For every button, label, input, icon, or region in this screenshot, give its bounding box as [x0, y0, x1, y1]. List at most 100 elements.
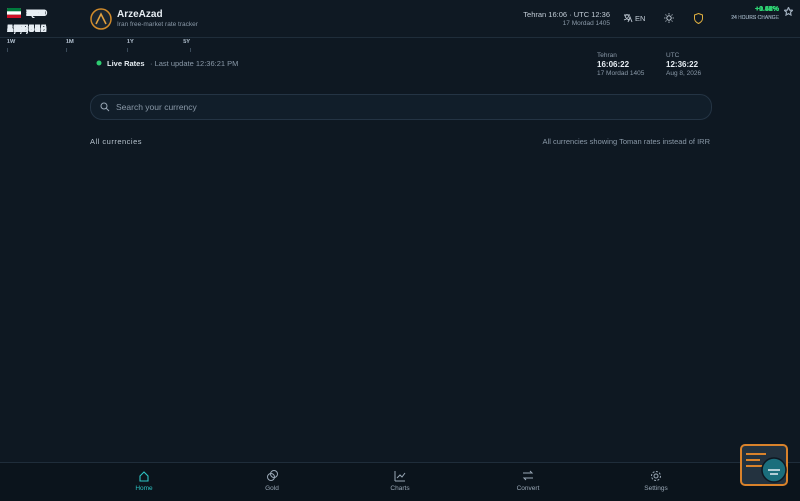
period-label[interactable]: 5Y [183, 39, 190, 45]
period-label[interactable]: 1Y [127, 39, 134, 45]
change-label: 24 HOURS CHANGE [731, 15, 779, 21]
period-label[interactable]: 5Y [183, 39, 190, 45]
period-label[interactable]: 1M [66, 39, 74, 45]
period-label[interactable]: 1M [66, 39, 74, 45]
period-label[interactable]: 1Y [127, 39, 134, 45]
period-label[interactable]: 1W [7, 39, 16, 45]
currency-rate: 4,120 [7, 23, 35, 35]
period-label[interactable]: 5Y [183, 39, 190, 45]
period-label[interactable]: 5Y [183, 39, 190, 45]
change-label: 24 HOURS CHANGE [731, 15, 779, 21]
period-label[interactable]: 1Y [127, 39, 134, 45]
header: ArzeAzad Iran free-market rate tracker T… [0, 0, 800, 38]
period-label[interactable]: 1W [7, 39, 16, 45]
currency-code: JPY [26, 8, 44, 18]
period-label[interactable]: 1M [66, 39, 74, 45]
nav-icon [651, 471, 661, 481]
currency-code: PKR [26, 8, 46, 18]
nav-item[interactable]: Home [114, 463, 174, 501]
change: +0.49% [755, 6, 779, 13]
period-label[interactable]: 1W [7, 39, 16, 45]
shield-icon[interactable] [694, 13, 703, 24]
section-title: All currencies [90, 137, 143, 146]
period-label[interactable]: 1Y [127, 39, 134, 45]
period-label[interactable]: 1M [66, 39, 74, 45]
nav-item[interactable]: Convert [498, 463, 558, 501]
change-label: 24 HOURS CHANGE [731, 15, 779, 21]
period-label[interactable]: 1M [66, 39, 74, 45]
brand: ArzeAzad [117, 9, 163, 20]
currency-rate: 135,959 [7, 23, 47, 35]
theme-toggle[interactable] [664, 13, 674, 23]
period-label[interactable]: 1M [66, 39, 74, 45]
period-label[interactable]: 1Y [127, 39, 134, 45]
period-label[interactable]: 1Y [127, 39, 134, 45]
nav-item[interactable]: Settings [626, 463, 686, 501]
period-label[interactable]: 1M [66, 39, 74, 45]
currency-code: TRY [26, 8, 44, 18]
period-label[interactable]: 1W [7, 39, 16, 45]
period-label[interactable]: 1W [7, 39, 16, 45]
period-label[interactable]: 5Y [183, 39, 190, 45]
period-label[interactable]: 5Y [183, 39, 190, 45]
change: +0.41% [755, 6, 779, 13]
period-label[interactable]: 1Y [127, 39, 134, 45]
language[interactable]: EN [635, 14, 646, 23]
period-label[interactable]: 1M [66, 39, 74, 45]
live-dot [96, 60, 102, 66]
period-label[interactable]: 1W [7, 39, 16, 45]
period-label[interactable]: 5Y [183, 39, 190, 45]
floating-widget[interactable] [740, 444, 790, 488]
currency-rate: 218,552 [7, 23, 47, 35]
period-label[interactable]: 1Y [127, 39, 134, 45]
nav-item[interactable]: Gold [242, 463, 302, 501]
change: +0.40% [755, 6, 779, 13]
period-label[interactable]: 5Y [183, 39, 190, 45]
period-label[interactable]: 1Y [127, 39, 134, 45]
period-label[interactable]: 1Y [127, 39, 134, 45]
period-label[interactable]: 5Y [183, 39, 190, 45]
period-label[interactable]: 1W [7, 39, 16, 45]
bottom-nav: Home Gold Charts Convert Settings [0, 462, 800, 501]
period-label[interactable]: 1W [7, 39, 16, 45]
period-label[interactable]: 1W [7, 39, 16, 45]
period-label[interactable]: 5Y [183, 39, 190, 45]
period-label[interactable]: 5Y [183, 39, 190, 45]
period-label[interactable]: 1Y [127, 39, 134, 45]
nav-icon [139, 471, 149, 482]
period-label[interactable]: 1Y [127, 39, 134, 45]
language-icon[interactable] [623, 13, 633, 23]
favorite-star[interactable] [784, 7, 793, 16]
period-label[interactable]: 5Y [183, 39, 190, 45]
currency-code: USD [26, 8, 46, 18]
period-label[interactable]: 1M [66, 39, 74, 45]
period-label[interactable]: 1W [7, 39, 16, 45]
period-label[interactable]: 1M [66, 39, 74, 45]
currency-code: IQD [26, 8, 43, 18]
period-label[interactable]: 1Y [127, 39, 134, 45]
period-label[interactable]: 1Y [127, 39, 134, 45]
period-label[interactable]: 1M [66, 39, 74, 45]
nav-icon [394, 471, 406, 482]
period-label[interactable]: 1W [7, 39, 16, 45]
period-label[interactable]: 1M [66, 39, 74, 45]
period-label[interactable]: 1Y [127, 39, 134, 45]
nav-item[interactable]: Charts [370, 463, 430, 501]
period-label[interactable]: 5Y [183, 39, 190, 45]
period-label[interactable]: 1W [7, 39, 16, 45]
search-box[interactable]: Search your currency [90, 94, 712, 120]
period-label[interactable]: 1M [66, 39, 74, 45]
currency-code: AED [26, 8, 46, 18]
change: +0.55% [755, 6, 779, 13]
period-label[interactable]: 1M [66, 39, 74, 45]
period-label[interactable]: 5Y [183, 39, 190, 45]
currency-rate: 51,085 [7, 23, 41, 35]
period-label[interactable]: 5Y [183, 39, 190, 45]
tagline: Iran free-market rate tracker [117, 21, 198, 28]
clock: Tehran 16:06 · UTC 12:36 [523, 10, 610, 19]
change-label: 24 HOURS CHANGE [731, 15, 779, 21]
period-label[interactable]: 1W [7, 39, 16, 45]
period-label[interactable]: 1M [66, 39, 74, 45]
period-label[interactable]: 1W [7, 39, 16, 45]
period-label[interactable]: 1W [7, 39, 16, 45]
